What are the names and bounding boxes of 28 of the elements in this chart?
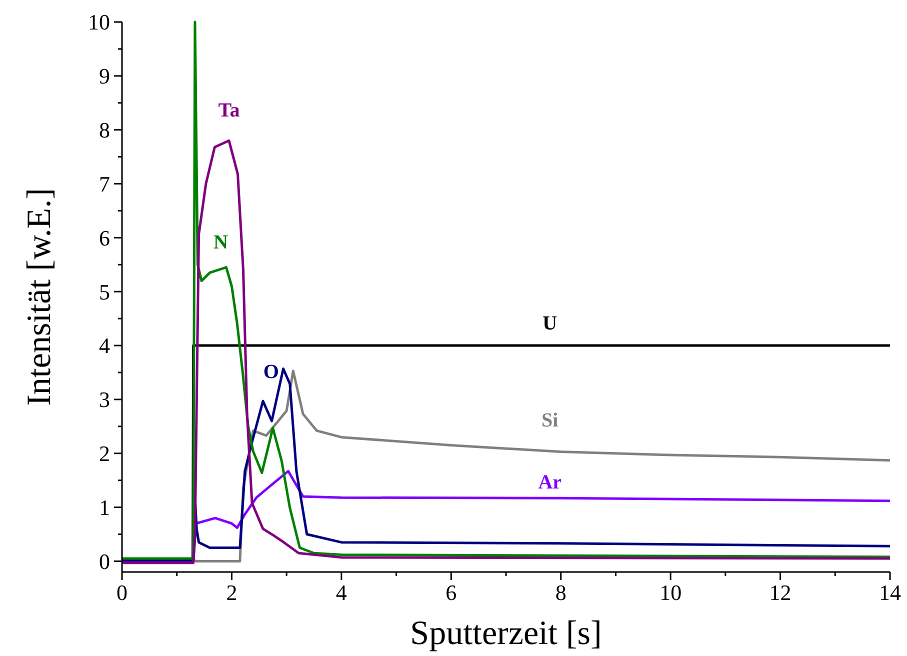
x-tick-label: 0 <box>116 580 128 605</box>
x-tick-label: 6 <box>446 580 457 605</box>
x-axis-title: Sputterzeit [s] <box>410 615 602 652</box>
series-label: Ta <box>218 99 240 122</box>
series-label: N <box>214 231 229 254</box>
y-axis-title: Intensität [w.E.] <box>21 188 58 406</box>
x-tick-label: 2 <box>226 580 238 605</box>
y-tick-label: 0 <box>99 548 110 574</box>
x-tick-label: 14 <box>879 580 901 605</box>
series-label: U <box>542 312 558 334</box>
x-tick-label: 12 <box>769 580 792 605</box>
y-tick-label: 6 <box>99 225 110 250</box>
y-tick-label: 8 <box>99 118 110 143</box>
series-label: O <box>263 360 279 383</box>
y-tick-label: 2 <box>99 441 110 466</box>
y-tick-label: 4 <box>99 333 110 358</box>
line-series <box>122 20 890 560</box>
y-tick-label: 3 <box>99 387 110 412</box>
y-tick-label: 7 <box>99 171 110 196</box>
y-tick-label: 1 <box>99 494 110 520</box>
x-tick-label: 8 <box>555 580 566 605</box>
x-tick-label: 10 <box>660 580 682 605</box>
y-tick-label: 9 <box>99 64 110 89</box>
series-label: Ar <box>538 471 562 494</box>
series-label: Si <box>542 409 559 432</box>
y-tick-label: 5 <box>99 279 110 304</box>
x-tick-label: 4 <box>336 580 347 605</box>
y-tick-label: 10 <box>88 10 110 35</box>
